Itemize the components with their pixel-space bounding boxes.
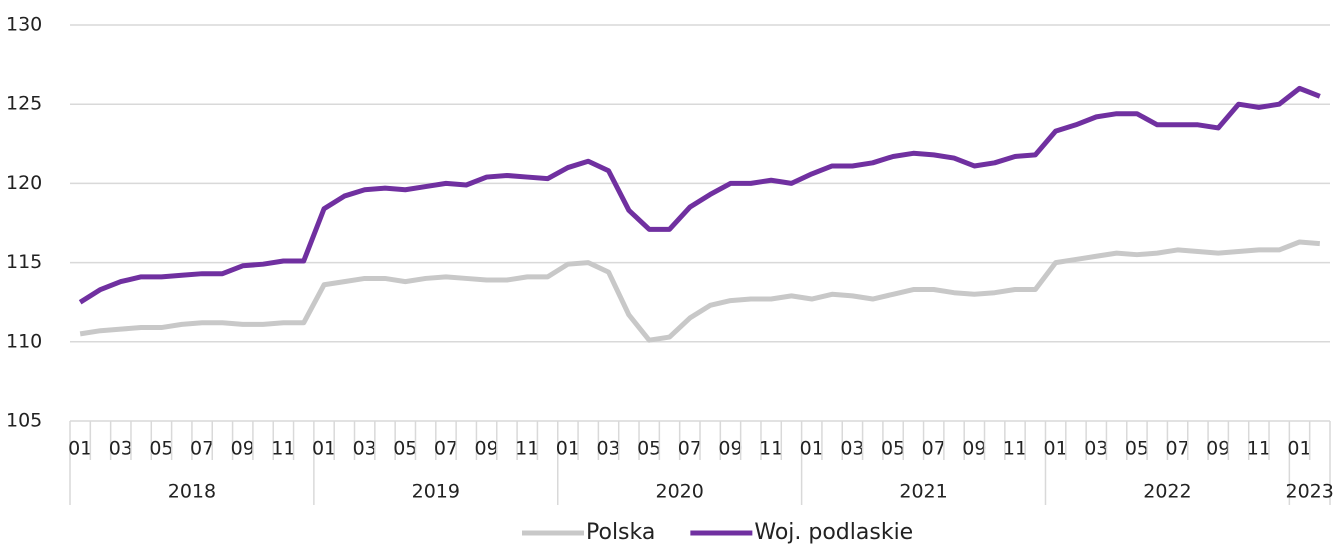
x-group-label: 2021	[899, 481, 947, 503]
x-group-label: 2023	[1285, 481, 1333, 503]
x-tick-label: 05	[637, 438, 661, 460]
x-tick-label: 03	[1084, 438, 1108, 460]
legend-label: Polska	[586, 520, 655, 545]
x-tick-label: 01	[1287, 438, 1311, 460]
x-tick-label: 09	[962, 438, 986, 460]
x-group-label: 2018	[168, 481, 216, 503]
series-line	[79, 239, 1321, 343]
y-tick-label: 105	[6, 410, 42, 432]
x-tick-label: 11	[515, 438, 539, 460]
legend-label: Woj. podlaskie	[754, 520, 913, 545]
x-tick-label: 01	[800, 438, 824, 460]
x-tick-label: 07	[678, 438, 702, 460]
x-group-label: 2022	[1143, 481, 1191, 503]
x-tick-label: 01	[68, 438, 92, 460]
x-tick-label: 03	[840, 438, 864, 460]
x-tick-label: 03	[353, 438, 377, 460]
x-tick-label: 09	[475, 438, 499, 460]
x-tick-label: 05	[149, 438, 173, 460]
x-tick-label: 09	[231, 438, 255, 460]
x-tick-label: 01	[312, 438, 336, 460]
y-tick-label: 110	[6, 330, 42, 352]
x-tick-label: 09	[1206, 438, 1230, 460]
x-group-label: 2020	[655, 481, 703, 503]
x-tick-label: 01	[556, 438, 580, 460]
x-tick-label: 05	[393, 438, 417, 460]
x-tick-label: 11	[759, 438, 783, 460]
x-tick-label: 03	[109, 438, 133, 460]
y-tick-label: 115	[6, 251, 42, 273]
x-tick-label: 01	[1044, 438, 1068, 460]
x-tick-label: 07	[922, 438, 946, 460]
x-tick-label: 11	[1003, 438, 1027, 460]
x-tick-label: 11	[1247, 438, 1271, 460]
x-tick-label: 03	[596, 438, 620, 460]
x-tick-label: 09	[718, 438, 742, 460]
x-tick-label: 07	[190, 438, 214, 460]
x-tick-label: 11	[271, 438, 295, 460]
x-tick-label: 07	[1165, 438, 1189, 460]
y-tick-label: 130	[6, 14, 42, 36]
x-tick-label: 05	[1125, 438, 1149, 460]
series-line	[78, 85, 1321, 305]
x-tick-label: 07	[434, 438, 458, 460]
y-tick-label: 120	[6, 172, 42, 194]
x-group-label: 2019	[412, 481, 460, 503]
y-tick-label: 125	[6, 93, 42, 115]
x-tick-label: 05	[881, 438, 905, 460]
